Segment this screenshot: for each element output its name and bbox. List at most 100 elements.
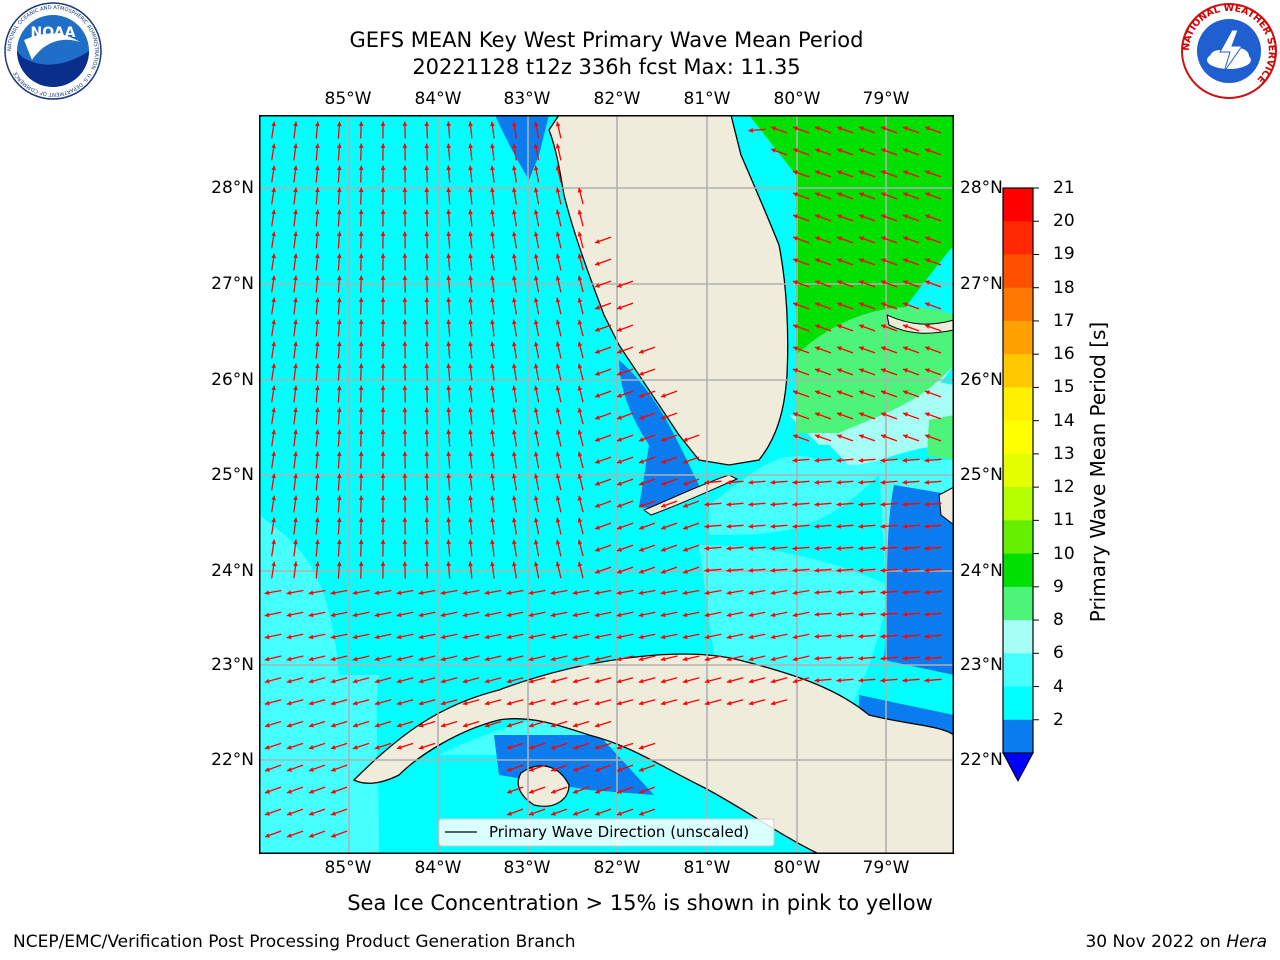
period-zone-9-10-east bbox=[927, 415, 954, 460]
wave-direction-arrowhead bbox=[639, 437, 644, 442]
wave-direction-arrowhead bbox=[293, 495, 298, 501]
colorbar-tick-label: 8 bbox=[1053, 610, 1064, 631]
wave-direction-arrowhead bbox=[837, 258, 842, 263]
wave-direction-arrowhead bbox=[925, 214, 930, 219]
wave-direction-arrowhead bbox=[595, 437, 600, 442]
wave-direction-arrowhead bbox=[924, 546, 930, 551]
colorbar-tick-label: 10 bbox=[1053, 543, 1075, 564]
wave-direction-arrowhead bbox=[271, 561, 276, 567]
wave-direction-arrowhead bbox=[881, 236, 886, 241]
wave-direction-arrowhead bbox=[512, 297, 517, 303]
colorbar-segment bbox=[1003, 320, 1033, 355]
wave-direction-arrowhead bbox=[286, 656, 292, 662]
wave-direction-arrowhead bbox=[265, 789, 270, 794]
wave-direction-arrowhead bbox=[814, 678, 820, 683]
wave-direction-arrowhead bbox=[446, 539, 452, 545]
wave-direction-arrowhead bbox=[358, 143, 364, 148]
wave-direction-arrowhead bbox=[617, 415, 622, 420]
wave-direction-arrowhead bbox=[293, 517, 298, 523]
wave-direction-arrowhead bbox=[336, 209, 342, 215]
wave-direction-arrowhead bbox=[462, 656, 468, 662]
wave-direction-arrowhead bbox=[617, 569, 622, 574]
wave-direction-arrowhead bbox=[331, 789, 336, 794]
wave-direction-arrowhead bbox=[881, 126, 886, 131]
wave-direction-arrowhead bbox=[446, 209, 452, 215]
wave-direction-arrowhead bbox=[287, 789, 292, 794]
wave-direction-arrowhead bbox=[468, 539, 473, 545]
wave-direction-arrowhead bbox=[902, 458, 908, 463]
wave-direction-arrowhead bbox=[380, 253, 386, 258]
wave-direction-arrowhead bbox=[770, 634, 776, 640]
wave-direction-arrowhead bbox=[550, 700, 556, 706]
wave-direction-arrowhead bbox=[533, 165, 539, 171]
wave-direction-arrowhead bbox=[837, 346, 842, 351]
wave-direction-arrowhead bbox=[506, 678, 512, 684]
wave-direction-arrowhead bbox=[308, 656, 314, 662]
wave-direction-arrowhead bbox=[903, 412, 908, 417]
wave-direction-arrowhead bbox=[358, 517, 364, 522]
wave-direction-arrowhead bbox=[858, 524, 864, 529]
wave-direction-arrowhead bbox=[704, 568, 710, 573]
wave-direction-arrowhead bbox=[358, 561, 364, 566]
wave-direction-arrowhead bbox=[308, 722, 314, 728]
wave-direction-arrowhead bbox=[638, 700, 644, 706]
wave-direction-arrowhead bbox=[358, 473, 364, 478]
wave-direction-arrowhead bbox=[468, 341, 473, 347]
wave-direction-arrowhead bbox=[770, 656, 776, 662]
colorbar-segment bbox=[1003, 188, 1033, 222]
wave-direction-arrowhead bbox=[682, 678, 688, 684]
lat-tick-left: 26°N bbox=[211, 370, 254, 390]
wave-direction-arrowhead bbox=[903, 346, 908, 351]
wave-direction-arrowhead bbox=[573, 767, 578, 772]
wave-direction-arrowhead bbox=[880, 590, 886, 595]
wave-direction-arrowhead bbox=[793, 192, 798, 197]
wave-direction-arrowhead bbox=[815, 170, 820, 175]
wave-direction-arrowhead bbox=[490, 451, 495, 457]
wave-direction-arrowhead bbox=[374, 634, 380, 640]
wave-direction-arrowhead bbox=[793, 434, 798, 439]
map-plot: Primary Wave Direction (unscaled) bbox=[259, 115, 954, 854]
wave-direction-arrowhead bbox=[533, 297, 539, 303]
wave-direction-arrowhead bbox=[902, 546, 908, 551]
wave-direction-arrowhead bbox=[859, 280, 864, 285]
wave-direction-arrowhead bbox=[271, 451, 276, 457]
wave-direction-arrowhead bbox=[660, 678, 666, 684]
wave-direction-arrowhead bbox=[271, 319, 276, 325]
lat-tick-right: 22°N bbox=[960, 750, 1003, 770]
wave-direction-arrowhead bbox=[793, 170, 798, 175]
colorbar-tick-label: 2 bbox=[1053, 709, 1064, 730]
wave-direction-arrowhead bbox=[418, 722, 424, 728]
wave-direction-arrowhead bbox=[638, 656, 644, 662]
wave-direction-arrowhead bbox=[726, 524, 732, 529]
wave-direction-arrowhead bbox=[446, 429, 452, 435]
wave-direction-arrowhead bbox=[336, 561, 342, 567]
wave-direction-arrowhead bbox=[424, 561, 430, 566]
wave-direction-arrowhead bbox=[380, 517, 386, 522]
wave-direction-arrowhead bbox=[555, 539, 561, 545]
wave-direction-arrowhead bbox=[533, 495, 539, 501]
wave-direction-arrowhead bbox=[490, 539, 495, 545]
wave-direction-arrowhead bbox=[293, 363, 298, 369]
wave-direction-arrowhead bbox=[424, 363, 430, 368]
wave-direction-arrowhead bbox=[293, 385, 298, 391]
wave-direction-arrowhead bbox=[358, 275, 364, 280]
wave-direction-arrowhead bbox=[704, 678, 710, 684]
wave-direction-arrowhead bbox=[792, 634, 798, 640]
lon-tick-top: 82°W bbox=[593, 89, 641, 109]
wave-direction-arrowhead bbox=[358, 187, 364, 192]
wave-direction-arrowhead bbox=[468, 495, 473, 501]
wave-direction-arrowhead bbox=[271, 143, 276, 149]
wave-direction-arrowhead bbox=[336, 253, 342, 259]
wave-direction-arrowhead bbox=[330, 722, 336, 728]
wave-direction-arrowhead bbox=[748, 612, 754, 618]
lat-tick-left: 24°N bbox=[211, 561, 254, 581]
lon-tick-bottom: 81°W bbox=[683, 858, 731, 878]
wave-direction-arrowhead bbox=[468, 451, 473, 457]
wave-direction-arrowhead bbox=[380, 495, 386, 500]
wave-direction-arrowhead bbox=[595, 481, 600, 486]
wave-direction-arrowhead bbox=[529, 767, 534, 772]
colorbar-tick-label: 9 bbox=[1053, 576, 1064, 597]
wave-direction-arrowhead bbox=[925, 434, 930, 439]
wave-direction-arrowhead bbox=[616, 634, 622, 640]
wave-direction-arrowhead bbox=[902, 568, 908, 573]
